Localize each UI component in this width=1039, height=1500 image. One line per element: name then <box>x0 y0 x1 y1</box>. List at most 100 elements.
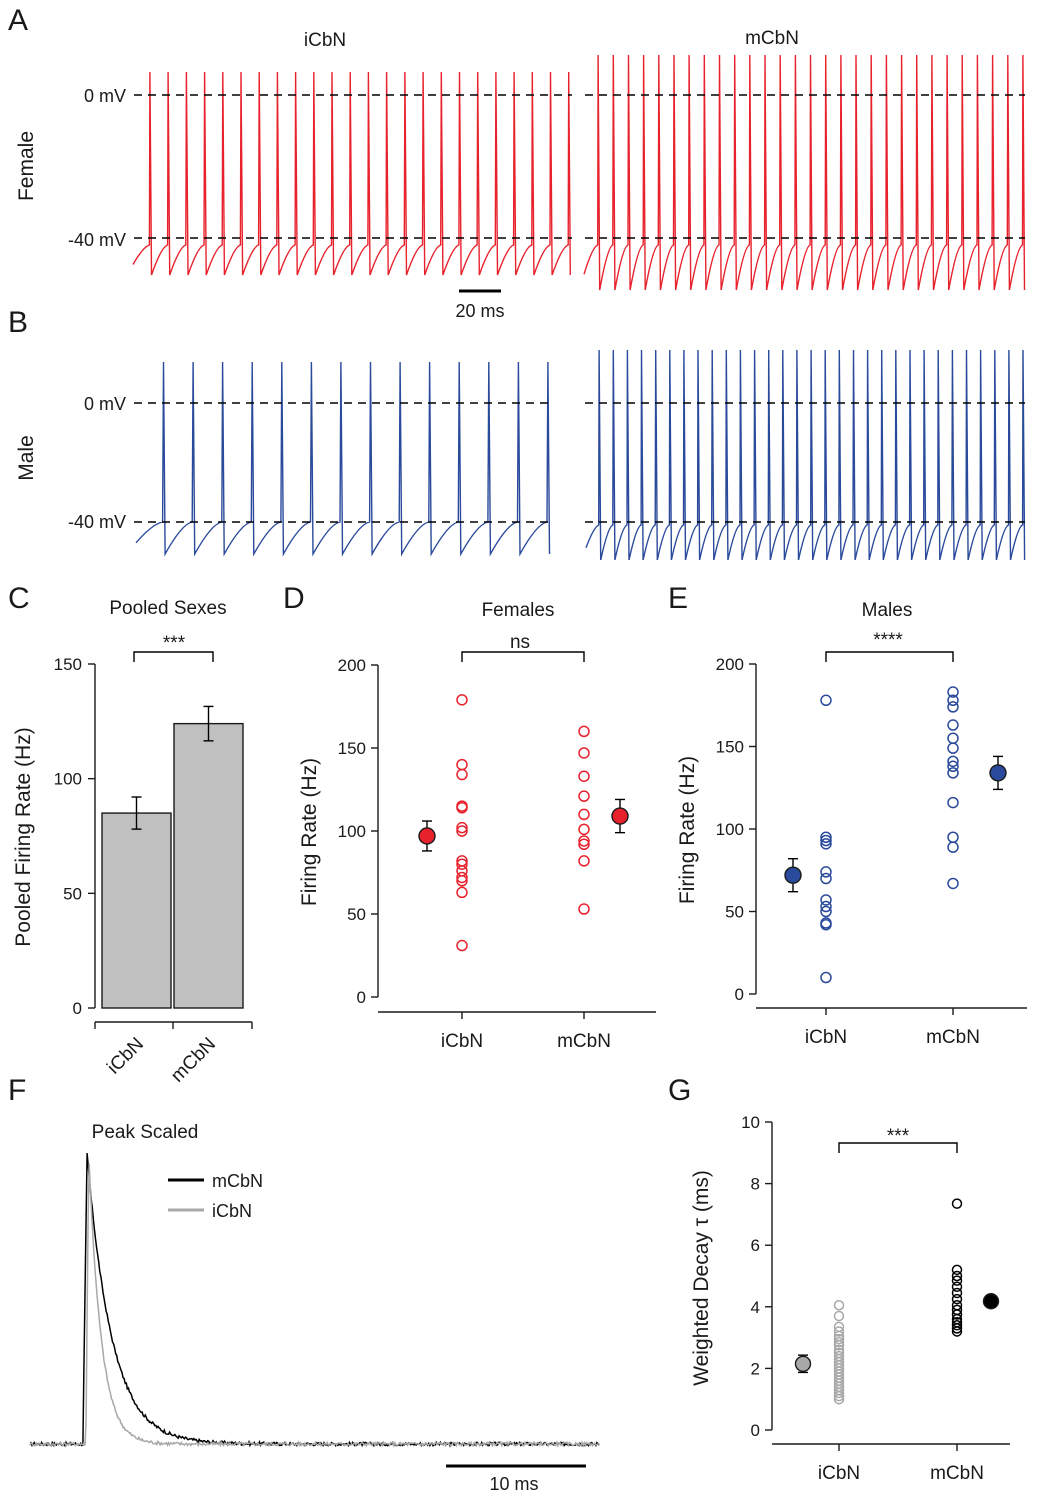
ytick-label: 150 <box>338 739 366 758</box>
ytick-label: 200 <box>716 655 744 674</box>
data-point-mcbn <box>951 1270 963 1282</box>
sig-bracket <box>838 1142 958 1153</box>
chart-c-title: Pooled Sexes <box>109 598 226 619</box>
data-point-icbn <box>820 894 832 906</box>
mean-marker-mcbn <box>989 764 1007 782</box>
panel-c-bar-chart: C Pooled Sexes Pooled Firing Rate (Hz) *… <box>8 582 253 1087</box>
chart-f-title: Peak Scaled <box>92 1122 199 1143</box>
sig-bracket <box>461 651 585 662</box>
chart-c-ytick-label: 150 <box>54 655 82 674</box>
row-label-male: Male <box>15 435 38 481</box>
data-point-mcbn <box>947 755 959 768</box>
data-point-mcbn <box>947 760 959 773</box>
bar-icbn <box>101 812 172 1009</box>
data-point-mcbn <box>947 694 959 707</box>
panel-label-d: D <box>283 582 305 615</box>
data-point-icbn <box>833 1333 845 1345</box>
data-point-mcbn <box>951 1293 963 1305</box>
chart-c-significance: *** <box>163 633 186 654</box>
data-point-mcbn <box>951 1198 963 1209</box>
data-point-icbn <box>456 694 468 706</box>
ytick-label: 100 <box>338 822 366 841</box>
ytick-label: 0 <box>751 1421 760 1440</box>
mean-marker-icbn <box>784 866 802 884</box>
category-label-mcbn: mCbN <box>930 1463 984 1484</box>
chart-g-ylabel: Weighted Decay τ (ms) <box>690 1170 713 1386</box>
ytick-label: 100 <box>716 820 744 839</box>
data-point-icbn <box>820 866 832 878</box>
trace-col-label-mcbn: mCbN <box>745 28 799 49</box>
chart-c-sig-bracket <box>133 651 214 662</box>
ytick-label: 6 <box>751 1236 760 1255</box>
legend-mcbn-label: mCbN <box>212 1171 263 1191</box>
ref-label-0mv-male: 0 mV <box>84 394 126 414</box>
data-point-icbn <box>456 768 468 781</box>
ytick-label: 0 <box>735 985 744 1004</box>
data-point-mcbn <box>947 831 959 843</box>
chart-c-ytick-label: 100 <box>54 770 82 789</box>
data-point-icbn <box>820 694 832 707</box>
panel-label-a: A <box>8 4 28 37</box>
ytick-label: 10 <box>741 1113 760 1132</box>
data-point-icbn <box>833 1326 845 1337</box>
data-point-mcbn <box>578 823 590 836</box>
panel-g-decay-scatter: G Weighted Decay τ (ms) *** 0 2 4 6 8 10 iCbN m… <box>668 1074 1010 1484</box>
data-point-mcbn <box>951 1320 963 1331</box>
chart-d-ylabel: Firing Rate (Hz) <box>298 758 321 906</box>
data-point-icbn <box>456 939 468 952</box>
ref-label-40mv-female: -40 mV <box>68 230 126 250</box>
category-label-mcbn: mCbN <box>926 1027 980 1048</box>
ytick-label: 50 <box>347 905 366 924</box>
panel-label-f: F <box>8 1074 26 1107</box>
panel-label-g: G <box>668 1074 691 1107</box>
data-point-icbn <box>820 918 832 931</box>
chart-c-ylabel: Pooled Firing Rate (Hz) <box>12 727 35 946</box>
data-point-icbn <box>833 1336 845 1348</box>
trace-female-mcbn <box>583 54 1026 291</box>
data-point-icbn <box>820 900 832 913</box>
data-point-mcbn <box>578 903 590 915</box>
trace-mcbn <box>29 1153 600 1448</box>
category-label-icbn: iCbN <box>818 1463 860 1484</box>
chart-f-scalebar-label: 10 ms <box>489 1474 538 1494</box>
chart-e-ylabel: Firing Rate (Hz) <box>676 756 699 904</box>
data-point-mcbn <box>947 719 959 731</box>
ytick-label: 2 <box>751 1359 760 1378</box>
data-point-mcbn <box>947 732 959 744</box>
data-point-mcbn <box>578 790 590 802</box>
ytick-label: 200 <box>338 656 366 675</box>
data-point-mcbn <box>951 1275 963 1286</box>
panel-label-e: E <box>668 582 688 615</box>
data-point-mcbn <box>947 796 959 809</box>
data-point-icbn <box>820 834 832 847</box>
category-label-mcbn: mCbN <box>557 1031 611 1052</box>
data-point-icbn <box>456 758 468 771</box>
data-point-mcbn <box>951 1287 963 1299</box>
ytick-label: 4 <box>751 1298 760 1317</box>
trace-scalebar-label: 20 ms <box>455 301 504 321</box>
chart-e-title: Males <box>862 600 913 621</box>
data-point-icbn <box>833 1300 845 1311</box>
data-point-icbn <box>456 886 468 899</box>
chart-c-category-label: iCbN <box>103 1034 148 1079</box>
chart-c-category-label: mCbN <box>167 1034 220 1087</box>
data-point-mcbn <box>578 725 590 738</box>
panel-e-males-scatter: E Males Firing Rate (Hz) **** 0 50 100 150 2… <box>668 582 1027 1048</box>
ytick-label: 50 <box>725 903 744 922</box>
mean-marker-icbn <box>418 827 436 845</box>
data-point-mcbn <box>951 1264 963 1276</box>
data-point-mcbn <box>947 701 959 713</box>
panel-label-c: C <box>8 582 30 615</box>
ytick-label: 150 <box>716 738 744 757</box>
data-point-icbn <box>456 802 468 814</box>
data-point-icbn <box>456 825 468 837</box>
ref-label-40mv-male: -40 mV <box>68 512 126 532</box>
legend-icbn-label: iCbN <box>212 1201 252 1221</box>
panel-a-b-traces: A B iCbN mCbN Female Male 0 mV -40 mV 0 … <box>8 4 1026 561</box>
data-point-icbn <box>456 871 468 884</box>
data-point-mcbn <box>951 1309 963 1320</box>
data-point-icbn <box>820 838 832 850</box>
mean-marker-mcbn <box>982 1293 1000 1310</box>
chart-d-title: Females <box>482 600 555 621</box>
